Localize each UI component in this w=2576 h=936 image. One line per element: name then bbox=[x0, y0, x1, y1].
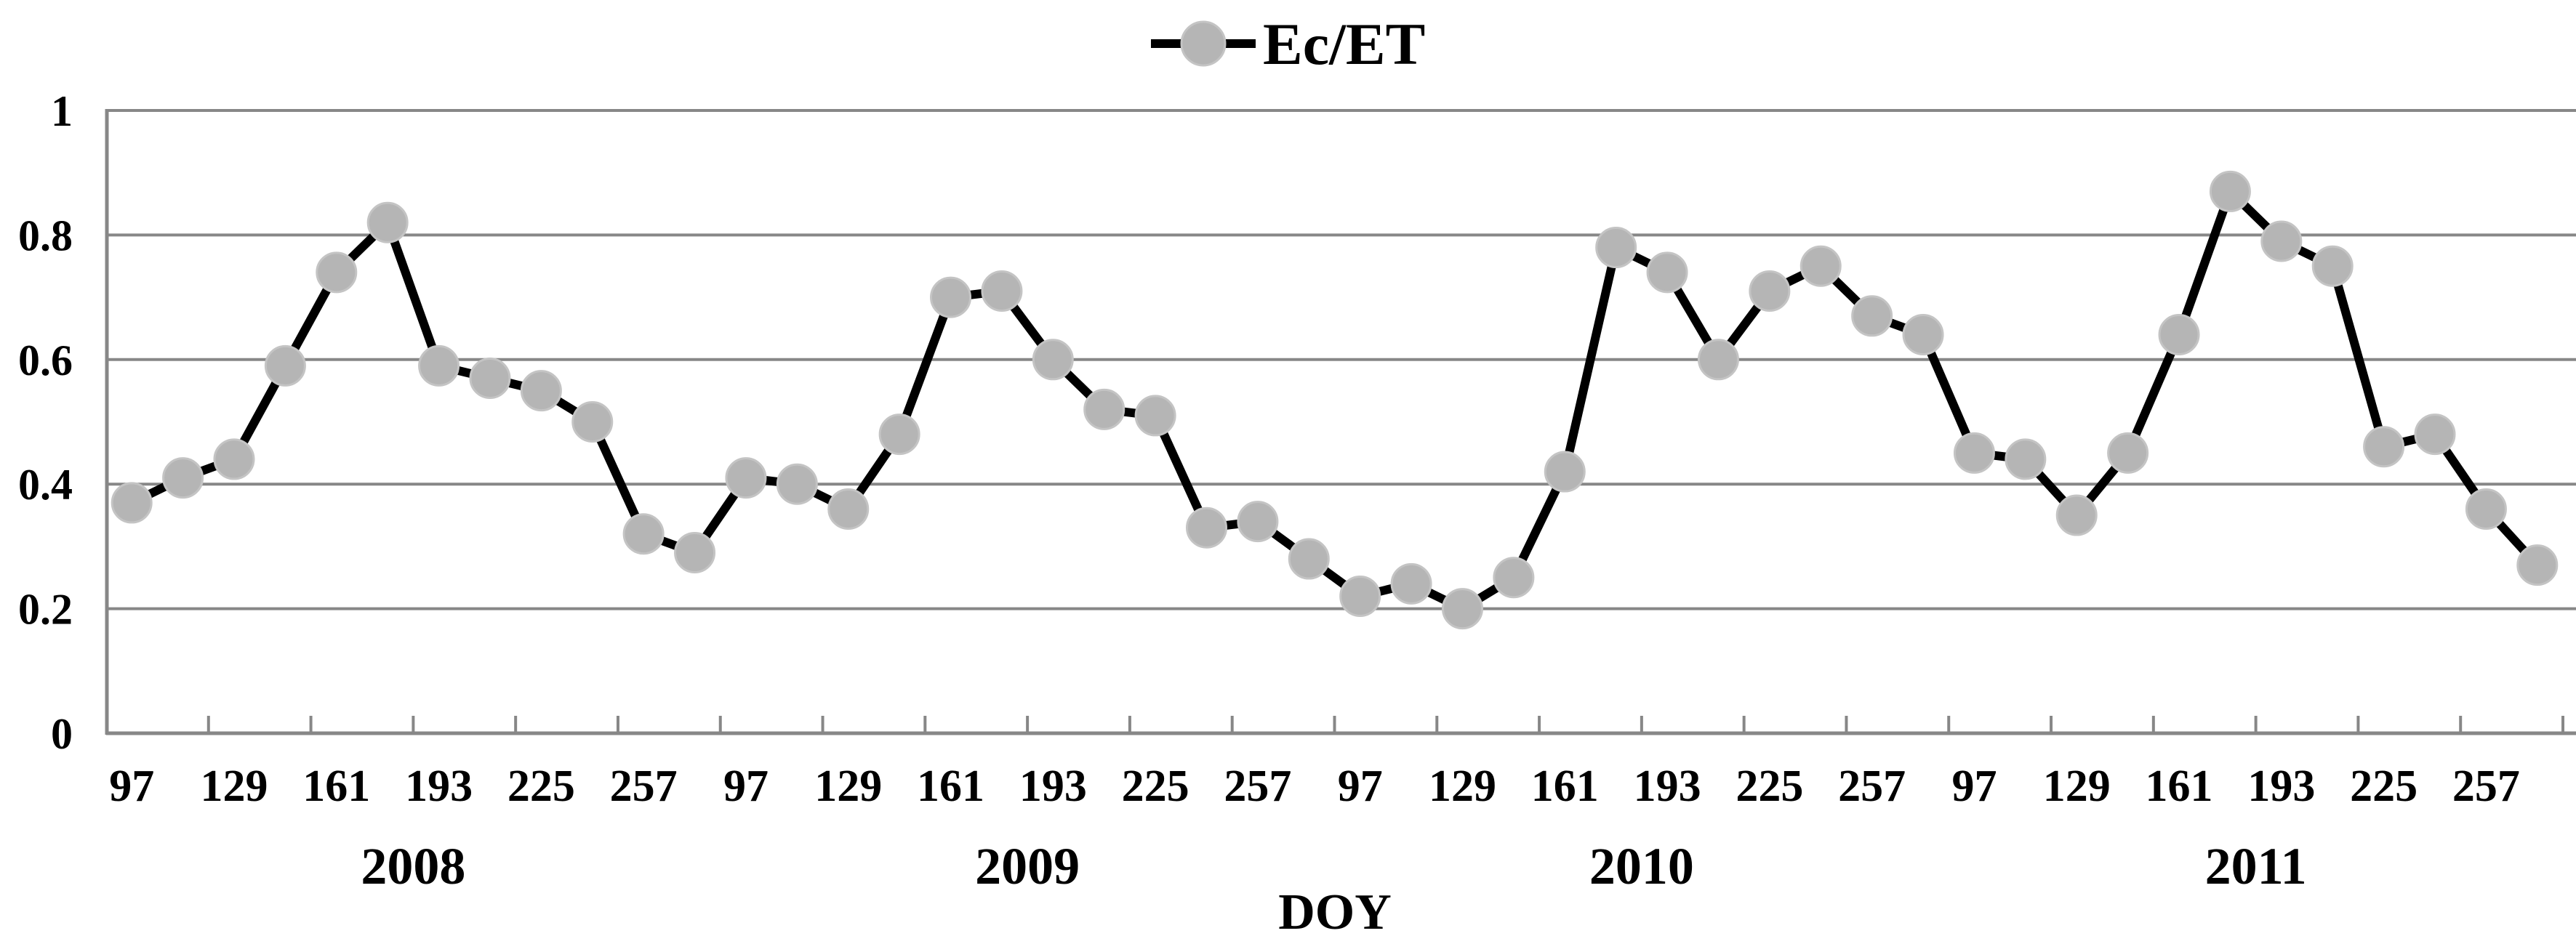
data-point-marker-39 bbox=[2107, 432, 2149, 474]
x-tick-label: 193 bbox=[2247, 762, 2315, 811]
year-labels: 2008 2009 2010 2011 bbox=[361, 837, 2306, 895]
data-point-marker-15 bbox=[878, 413, 920, 456]
x-tick-label: 129 bbox=[2043, 762, 2111, 811]
data-point-marker-36 bbox=[1953, 432, 1995, 474]
y-tick-label: 0.4 bbox=[18, 461, 73, 509]
data-point-marker-18 bbox=[1032, 339, 1074, 381]
data-point-marker-47 bbox=[2516, 544, 2559, 586]
data-point-marker-12 bbox=[725, 457, 767, 499]
data-point-marker-43 bbox=[2311, 245, 2354, 287]
data-point-marker-3 bbox=[264, 344, 306, 387]
data-point-marker-41 bbox=[2209, 170, 2251, 212]
data-point-marker-10 bbox=[622, 513, 665, 555]
x-tick-label: 257 bbox=[2452, 762, 2520, 811]
x-tick-label: 161 bbox=[302, 762, 370, 811]
year-label-2009: 2009 bbox=[975, 837, 1080, 895]
y-tick-label: 0.2 bbox=[18, 586, 73, 634]
legend: Ec/ET bbox=[1151, 11, 1425, 77]
y-tick-label: 0.8 bbox=[18, 211, 73, 259]
legend-label: Ec/ET bbox=[1263, 11, 1425, 77]
x-tick-label: 161 bbox=[1531, 762, 1599, 811]
x-tick-label: 129 bbox=[1429, 762, 1496, 811]
y-tick-label: 1 bbox=[51, 87, 73, 135]
data-point-marker-42 bbox=[2260, 220, 2303, 262]
x-tick-label: 97 bbox=[1338, 762, 1383, 811]
data-point-marker-2 bbox=[213, 438, 255, 480]
data-point-marker-40 bbox=[2158, 314, 2200, 356]
y-tick-label: 0.6 bbox=[18, 336, 73, 384]
data-point-marker-37 bbox=[2005, 438, 2047, 480]
data-point-marker-24 bbox=[1339, 575, 1381, 617]
data-point-marker-14 bbox=[827, 488, 870, 530]
x-tick-label: 225 bbox=[1122, 762, 1189, 811]
x-tick-label: 193 bbox=[1634, 762, 1701, 811]
data-point-marker-34 bbox=[1851, 295, 1893, 337]
series-group bbox=[111, 170, 2559, 630]
data-point-marker-19 bbox=[1083, 388, 1126, 430]
x-axis-title: DOY bbox=[1278, 884, 1392, 936]
data-point-marker-29 bbox=[1595, 227, 1637, 269]
data-point-marker-33 bbox=[1799, 245, 1842, 287]
year-label-2008: 2008 bbox=[361, 837, 465, 895]
axis-lines bbox=[105, 109, 2576, 735]
data-point-marker-31 bbox=[1697, 339, 1739, 381]
data-point-marker-22 bbox=[1237, 501, 1279, 543]
data-point-marker-26 bbox=[1441, 588, 1483, 630]
gridlines bbox=[106, 109, 2576, 735]
year-label-2011: 2011 bbox=[2205, 837, 2307, 895]
year-label-2010: 2010 bbox=[1589, 837, 1694, 895]
data-point-marker-17 bbox=[981, 270, 1023, 312]
data-point-marker-38 bbox=[2055, 494, 2098, 536]
data-point-marker-45 bbox=[2414, 413, 2456, 456]
x-tick-label: 225 bbox=[1736, 762, 1803, 811]
x-tick-label: 161 bbox=[917, 762, 984, 811]
data-point-marker-13 bbox=[776, 463, 818, 505]
data-point-marker-1 bbox=[162, 457, 204, 499]
series-markers bbox=[111, 170, 2559, 630]
x-tick-label: 225 bbox=[2350, 762, 2417, 811]
x-tick-label: 225 bbox=[507, 762, 575, 811]
y-axis-labels: 1 0.8 0.6 0.4 0.2 0 bbox=[18, 87, 73, 758]
x-tick-label: 129 bbox=[814, 762, 882, 811]
x-tick-label: 97 bbox=[723, 762, 769, 811]
data-point-marker-25 bbox=[1390, 562, 1432, 605]
data-point-marker-0 bbox=[111, 482, 153, 524]
x-tick-label: 161 bbox=[2146, 762, 2213, 811]
data-point-marker-32 bbox=[1749, 270, 1791, 312]
x-tick-label: 129 bbox=[200, 762, 268, 811]
data-point-marker-9 bbox=[571, 401, 614, 443]
data-point-marker-23 bbox=[1288, 538, 1330, 580]
x-tick-label: 97 bbox=[1951, 762, 1997, 811]
data-point-marker-16 bbox=[930, 276, 972, 318]
data-point-marker-6 bbox=[418, 344, 460, 387]
x-axis-labels: 97 129 161 193 225 257 97 129 161 193 225 257 97 129 1… bbox=[109, 762, 2520, 811]
x-tick-label: 193 bbox=[1019, 762, 1087, 811]
data-point-marker-27 bbox=[1493, 557, 1535, 599]
data-point-marker-20 bbox=[1134, 395, 1176, 437]
x-tick-label: 257 bbox=[1838, 762, 1906, 811]
x-tick-label: 193 bbox=[405, 762, 473, 811]
data-point-marker-35 bbox=[1902, 314, 1944, 356]
x-axis-ticks bbox=[206, 716, 2564, 733]
data-point-marker-30 bbox=[1646, 251, 1688, 294]
series-line bbox=[129, 183, 2541, 614]
y-tick-label: 0 bbox=[51, 710, 73, 758]
data-point-marker-44 bbox=[2363, 426, 2405, 468]
data-point-marker-21 bbox=[1186, 507, 1228, 549]
data-point-marker-11 bbox=[674, 531, 716, 573]
data-point-marker-46 bbox=[2465, 488, 2507, 530]
data-point-marker-28 bbox=[1544, 451, 1586, 493]
x-tick-label: 257 bbox=[1224, 762, 1291, 811]
data-point-marker-7 bbox=[469, 358, 511, 400]
legend-marker-icon bbox=[1180, 20, 1227, 67]
x-tick-label: 97 bbox=[109, 762, 154, 811]
x-tick-label: 257 bbox=[610, 762, 678, 811]
data-point-marker-5 bbox=[366, 201, 409, 243]
data-point-marker-4 bbox=[316, 251, 358, 294]
data-point-marker-8 bbox=[520, 370, 562, 412]
